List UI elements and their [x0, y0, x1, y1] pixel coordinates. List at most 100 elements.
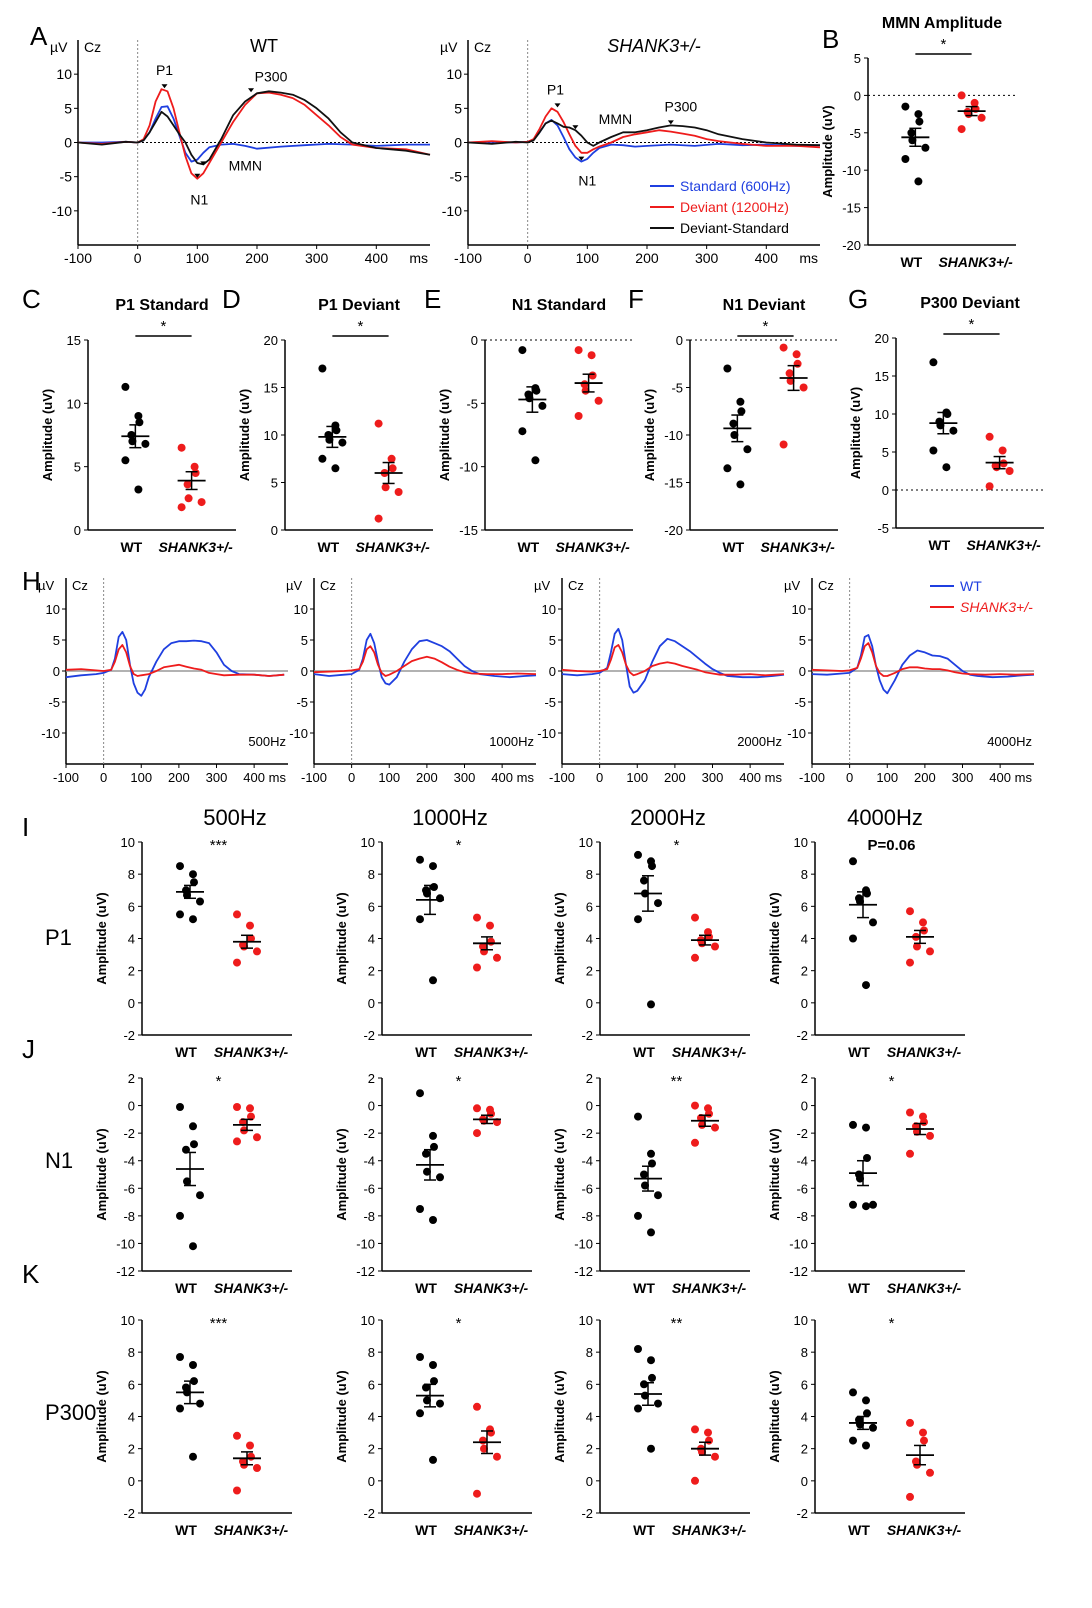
y-tick-label: 0 — [301, 664, 308, 679]
y-axis-label: Amplitude (uV) — [767, 1370, 782, 1462]
y-tick-label: 10 — [264, 428, 278, 443]
significance-label: * — [674, 837, 680, 854]
y-tick-label: 10 — [56, 66, 72, 82]
y-tick-label: 15 — [264, 381, 278, 396]
y-tick-label: -2 — [581, 1028, 593, 1043]
y-axis-label: Amplitude (uV) — [642, 389, 657, 481]
x-tick-label: -100 — [454, 250, 482, 266]
channel-label: Cz — [320, 578, 336, 593]
panel-letter-H: H — [22, 566, 41, 596]
y-unit-label: µV — [440, 39, 458, 55]
group-label: WT — [415, 1522, 437, 1538]
data-point-wt — [634, 1345, 642, 1353]
series-line-standard-600hz- — [467, 119, 821, 163]
group-label: SHANK3+/- — [355, 539, 430, 555]
x-unit-label: ms — [269, 770, 287, 785]
data-point-wt — [737, 407, 746, 416]
y-tick-label: 5 — [271, 476, 278, 491]
data-point-shank3 — [233, 910, 241, 919]
data-point-wt — [189, 1242, 197, 1251]
data-point-wt — [648, 862, 656, 871]
channel-label: Cz — [818, 578, 834, 593]
y-tick-label: -10 — [116, 1236, 135, 1251]
data-point-shank3 — [779, 440, 788, 449]
peak-marker — [667, 120, 674, 125]
data-point-wt — [176, 862, 184, 871]
panel-letter-F: F — [628, 284, 644, 314]
y-axis-label: Amplitude (uV) — [552, 1128, 567, 1220]
significance-label: * — [889, 1073, 895, 1090]
y-tick-label: 5 — [64, 100, 72, 116]
y-tick-label: 2 — [368, 964, 375, 979]
y-tick-label: 10 — [579, 1313, 593, 1328]
data-point-shank3 — [486, 921, 494, 930]
y-tick-label: -6 — [796, 1181, 808, 1196]
data-point-wt — [429, 862, 437, 871]
channel-label: Cz — [72, 578, 88, 593]
y-tick-label: 10 — [67, 396, 81, 411]
y-tick-label: -10 — [789, 1236, 808, 1251]
data-point-shank3 — [247, 1112, 255, 1121]
peak-marker — [248, 88, 255, 93]
group-label: SHANK3+/- — [760, 539, 835, 555]
significance-label: * — [358, 318, 364, 335]
data-point-shank3 — [473, 913, 481, 922]
data-point-shank3 — [487, 937, 495, 946]
group-label: SHANK3+/- — [454, 1522, 529, 1538]
y-tick-label: -5 — [296, 695, 308, 710]
y-tick-label: 6 — [801, 1377, 808, 1392]
y-axis-label: Amplitude (uV) — [848, 387, 863, 479]
data-point-shank3 — [957, 91, 966, 100]
significance-label: * — [969, 316, 975, 333]
chart-title: N1 Deviant — [723, 297, 806, 314]
group-label: SHANK3+/- — [158, 539, 233, 555]
static-labels: A B C D E F G H I J K P1 N1 P300 500Hz 1… — [22, 21, 923, 1425]
y-tick-label: 0 — [799, 664, 806, 679]
peak-marker — [200, 161, 207, 166]
data-point-wt — [416, 915, 424, 924]
y-axis-label: Amplitude (uV) — [334, 1370, 349, 1462]
y-tick-label: -8 — [363, 1209, 375, 1224]
data-point-wt — [176, 1353, 184, 1361]
data-point-shank3 — [913, 942, 921, 951]
y-tick-label: -15 — [459, 523, 478, 538]
data-point-wt — [654, 899, 662, 908]
data-point-wt — [634, 1211, 642, 1220]
data-point-shank3 — [711, 1452, 719, 1461]
x-tick-label: -100 — [301, 770, 327, 785]
y-tick-label: 0 — [368, 996, 375, 1011]
y-tick-label: -4 — [796, 1154, 808, 1169]
x-tick-label: 0 — [846, 770, 853, 785]
data-point-wt — [914, 110, 923, 119]
y-tick-label: 2 — [801, 1071, 808, 1086]
x-tick-label: -100 — [549, 770, 575, 785]
x-tick-label: 200 — [914, 770, 936, 785]
data-point-shank3 — [705, 1436, 713, 1445]
data-point-wt — [416, 1409, 424, 1418]
chart-title: P1 Deviant — [318, 297, 400, 314]
chart-I-4000: 10 8 6 4 2 0 -2 Amplitude (uV) WT SHANK3+/- P=0.06 — [767, 835, 965, 1060]
data-point-shank3 — [233, 1431, 241, 1440]
group-label: WT — [415, 1044, 437, 1060]
significance-label: * — [161, 318, 167, 335]
data-point-wt — [190, 878, 198, 887]
chart-title: MMN Amplitude — [882, 15, 1002, 32]
data-point-shank3 — [374, 419, 383, 428]
y-tick-label: -20 — [842, 238, 861, 253]
y-tick-label: 20 — [264, 333, 278, 348]
series-line-wt — [313, 632, 537, 686]
y-tick-label: -2 — [363, 1126, 375, 1141]
chart-title: SHANK3+/- — [607, 36, 701, 56]
data-point-shank3 — [574, 412, 583, 420]
data-point-shank3 — [473, 1402, 481, 1411]
y-tick-label: -2 — [363, 1028, 375, 1043]
data-point-wt — [429, 1455, 437, 1464]
data-point-wt — [134, 412, 143, 420]
data-point-wt — [863, 889, 871, 898]
y-tick-label: -5 — [794, 695, 806, 710]
series-line-standard-600hz- — [78, 105, 430, 163]
y-tick-label: 5 — [301, 633, 308, 648]
peak-marker — [572, 125, 579, 130]
y-tick-label: 0 — [471, 333, 478, 348]
y-tick-label: -4 — [581, 1154, 593, 1169]
